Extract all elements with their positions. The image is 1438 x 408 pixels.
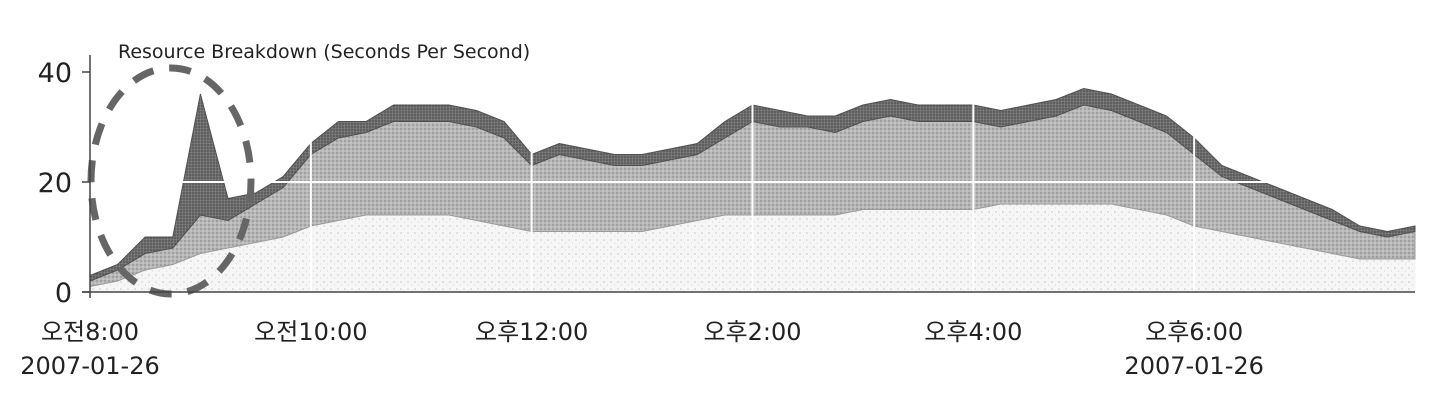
x-tick-label: 오후12:00 [475, 318, 588, 346]
x-tick-labels: 오전8:00 2007-01-26 오전10:00 오후12:00 오후2:00 오후4:… [20, 318, 1264, 380]
x-tick-label: 오후6:00 [1145, 318, 1243, 346]
x-tick-label: 오전10:00 [254, 318, 367, 346]
series-3-area [89, 87, 1416, 282]
gridlines [90, 71, 1415, 292]
spike-annotation-ellipse [87, 64, 255, 298]
x-tick-label: 오후2:00 [703, 318, 801, 346]
y-tick-label: 20 [38, 168, 72, 199]
x-tick-date-label: 2007-01-26 [1124, 352, 1263, 380]
y-tick-label: 40 [38, 58, 72, 89]
x-tick-label: 오후4:00 [924, 318, 1022, 346]
x-tick-date-label: 2007-01-26 [20, 352, 159, 380]
x-tick-label: 오전8:00 [41, 318, 139, 346]
chart-title: Resource Breakdown (Seconds Per Second) [118, 41, 530, 63]
y-tick-labels: 0 20 40 [38, 58, 90, 309]
y-tick-label: 0 [55, 278, 72, 309]
axes [82, 55, 1415, 298]
annotation-layer [87, 64, 255, 298]
